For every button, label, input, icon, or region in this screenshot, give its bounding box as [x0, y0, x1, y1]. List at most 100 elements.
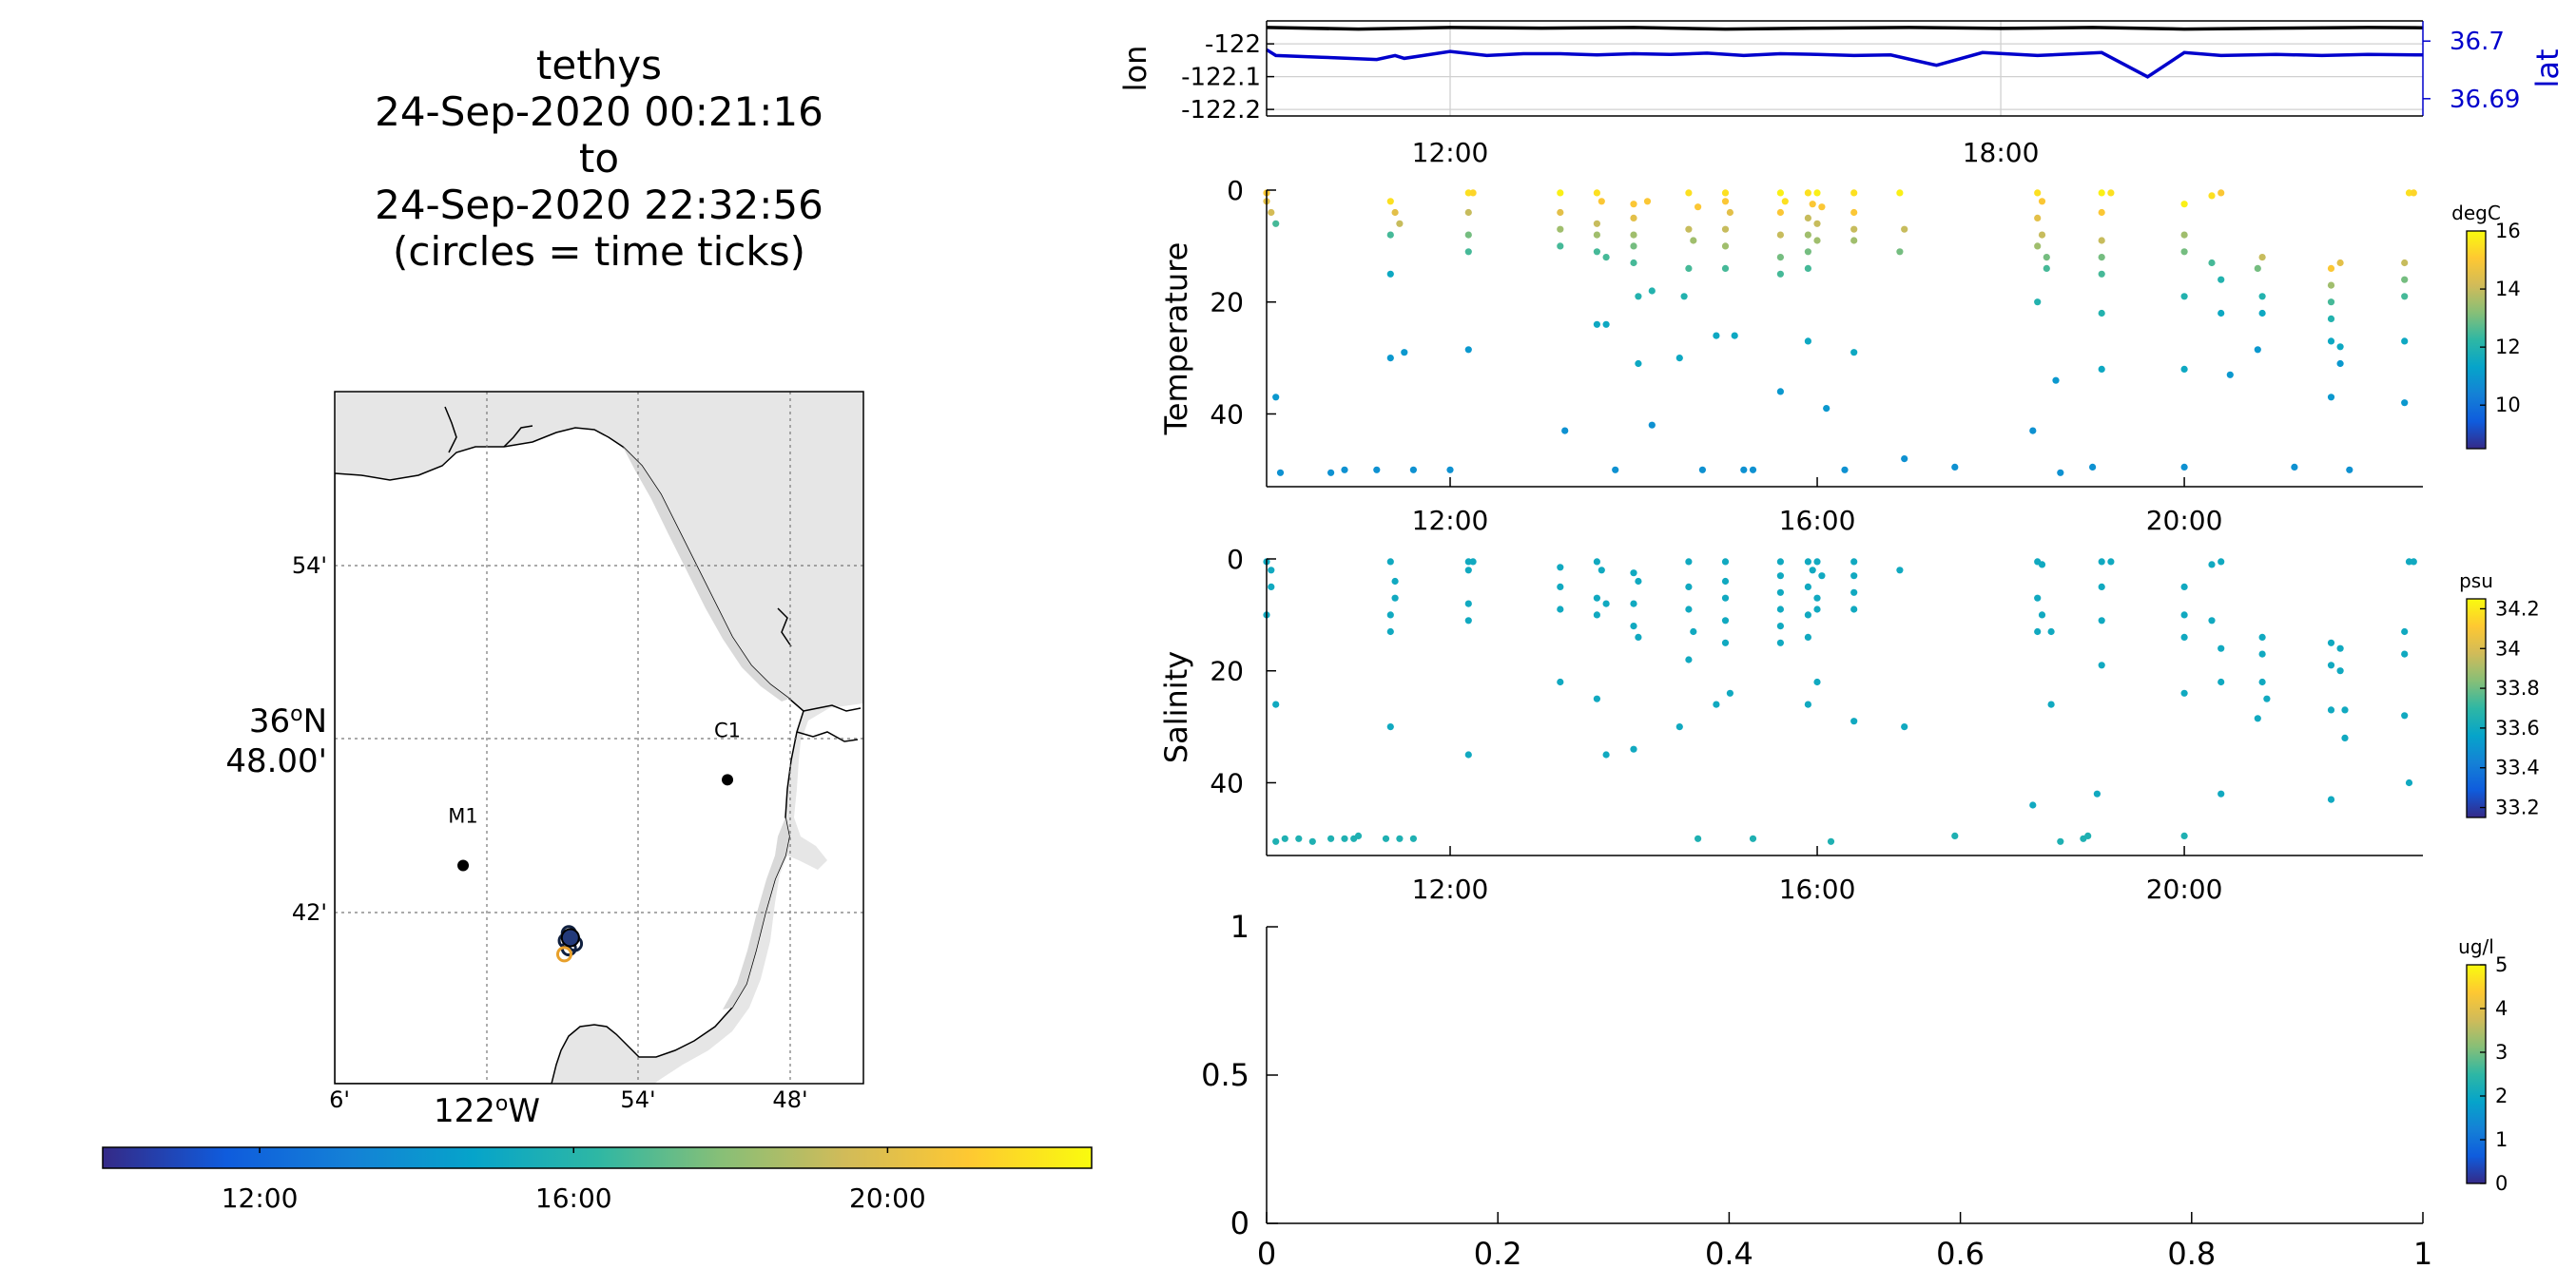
- temperature-data-point: [1781, 198, 1789, 205]
- temperature-data-point: [1850, 349, 1858, 356]
- temperature-data-point: [2043, 254, 2050, 261]
- salinity-axis-title: Salinity: [1158, 651, 1194, 763]
- salinity-data-point: [1295, 835, 1303, 842]
- salinity-data-point: [1396, 835, 1404, 842]
- temperature-data-point: [1630, 201, 1637, 208]
- salinity-data-point: [1268, 567, 1275, 574]
- temperature-data-point: [1813, 189, 1821, 197]
- temperature-data-point: [1804, 337, 1811, 345]
- temperature-data-point: [1276, 469, 1285, 476]
- temperature-data-point: [1804, 264, 1811, 272]
- temperature-data-point: [1593, 320, 1600, 328]
- salinity-data-point: [1598, 567, 1605, 574]
- temperature-y-tick-label: 0: [1227, 175, 1244, 206]
- temperature-data-point: [2258, 309, 2266, 317]
- salinity-y-tick-label: 20: [1210, 656, 1244, 687]
- temperature-data-point: [2034, 298, 2042, 306]
- shelf-shading: [623, 447, 789, 702]
- temperature-x-tick-label: 12:00: [1412, 505, 1489, 536]
- temperature-data-point: [1635, 293, 1642, 300]
- map-x-tick-label: 48': [772, 1086, 807, 1113]
- chlorophyll-x-tick-label: 0.2: [1474, 1236, 1522, 1272]
- salinity-data-point: [1776, 623, 1784, 630]
- time-colorbar-tick-label: 16:00: [535, 1182, 612, 1214]
- temperature-data-point: [1464, 231, 1472, 239]
- temperature-x-tick-label: 16:00: [1779, 505, 1856, 536]
- temperature-data-point: [2327, 298, 2335, 306]
- lon-tick-label: -122: [1205, 30, 1261, 59]
- temperature-data-point: [1464, 346, 1472, 354]
- salinity-data-point: [1776, 606, 1784, 613]
- temperature-data-point: [2401, 399, 2409, 407]
- chlorophyll-y-tick-label: 0: [1230, 1205, 1249, 1241]
- salinity-colorbar-bar: [2466, 598, 2487, 818]
- chlorophyll-colorbar-tick-label: 0: [2495, 1172, 2508, 1195]
- temperature-x-tick-label: 20:00: [2146, 505, 2223, 536]
- lon-axis-title: lon: [1117, 46, 1153, 92]
- temperature-data-point: [2057, 469, 2064, 476]
- salinity-data-point: [1713, 701, 1720, 708]
- salinity-data-point: [1557, 678, 1564, 686]
- salinity-data-point: [1593, 558, 1600, 566]
- temperature-data-point: [1721, 198, 1730, 205]
- temperature-data-point: [1391, 208, 1399, 217]
- temperature-data-point: [1850, 237, 1858, 244]
- map-y-tick-label: 54': [292, 552, 327, 579]
- salinity-data-point: [1557, 564, 1564, 571]
- title-to: to: [578, 135, 620, 182]
- salinity-colorbar-tick-label: 33.6: [2495, 717, 2540, 740]
- salinity-y-tick-label: 0: [1227, 544, 1244, 575]
- station-marker-m1: [457, 859, 470, 872]
- temperature-colorbar-tick-label: 14: [2495, 278, 2521, 300]
- temperature-data-point: [1776, 388, 1784, 395]
- map-x-tick-label: 54': [620, 1086, 655, 1113]
- chlorophyll-x-tick-label: 0.6: [1936, 1236, 1985, 1272]
- temperature-points: [1263, 189, 2417, 476]
- temperature-data-point: [1648, 421, 1656, 429]
- temperature-data-point: [1557, 208, 1564, 217]
- salinity-data-point: [1630, 569, 1637, 577]
- temperature-data-point: [1721, 264, 1730, 272]
- map-y-axis-label: 36oN: [249, 702, 327, 740]
- temperature-data-point: [2180, 201, 2188, 208]
- salinity-data-point: [1850, 718, 1858, 725]
- temperature-data-point: [1850, 225, 1858, 233]
- chlorophyll-colorbar-tick-label: 2: [2495, 1085, 2508, 1107]
- temperature-data-point: [2401, 293, 2409, 300]
- temperature-data-point: [1813, 237, 1821, 244]
- salinity-data-point: [2327, 706, 2335, 714]
- temperature-data-point: [2336, 259, 2344, 267]
- temperature-data-point: [1648, 287, 1656, 295]
- temperature-data-point: [1630, 214, 1637, 221]
- temperature-data-point: [1685, 225, 1693, 233]
- temperature-data-point: [1272, 394, 1280, 401]
- temperature-data-point: [2336, 343, 2344, 351]
- salinity-colorbar-tick-label: 34.2: [2495, 597, 2540, 620]
- temperature-data-point: [2034, 242, 2042, 250]
- temperature-data-point: [1749, 466, 1757, 473]
- salinity-data-point: [1341, 835, 1348, 842]
- salinity-data-point: [1776, 572, 1784, 580]
- chlorophyll-x-tick-label: 0.4: [1705, 1236, 1753, 1272]
- salinity-x-tick-label: 20:00: [2146, 874, 2223, 905]
- temperature-data-point: [1850, 208, 1858, 217]
- salinity-data-point: [1675, 723, 1683, 731]
- salinity-data-point: [1464, 567, 1472, 574]
- temperature-y-tick-label: 20: [1210, 287, 1244, 318]
- track-cluster: [560, 928, 580, 948]
- salinity-data-point: [2341, 706, 2349, 714]
- salinity-data-point: [1776, 558, 1784, 566]
- chlorophyll-x-tick-label: 0: [1257, 1236, 1276, 1272]
- salinity-data-point: [1630, 623, 1637, 630]
- salinity-data-point: [2093, 790, 2101, 798]
- salinity-data-point: [1635, 577, 1642, 586]
- salinity-data-point: [2038, 611, 2046, 619]
- salinity-axes: 0 20 40 12:00 16:00 20:00 Salinity: [1158, 544, 2423, 905]
- lon-tick-label: -122.1: [1181, 64, 1261, 92]
- salinity-data-point: [1776, 588, 1784, 596]
- temperature-data-point: [1804, 248, 1811, 256]
- salinity-data-point: [1749, 835, 1757, 842]
- temperature-data-point: [2327, 337, 2335, 345]
